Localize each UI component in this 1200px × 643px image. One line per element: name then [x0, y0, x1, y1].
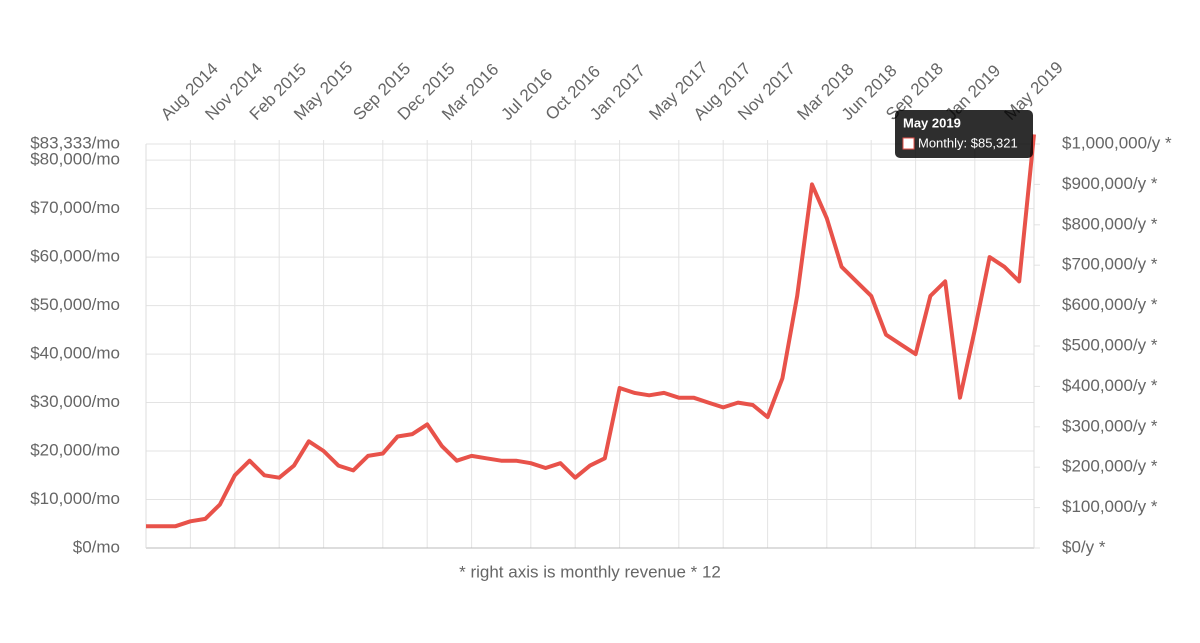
y2-tick-label: $0/y * [1062, 537, 1106, 556]
y-tick-label: $83,333/mo [30, 133, 120, 152]
y-tick-label: $40,000/mo [30, 344, 120, 363]
y2-tick-label: $900,000/y * [1062, 174, 1158, 193]
y2-tick-label: $700,000/y * [1062, 255, 1158, 274]
y-tick-label: $10,000/mo [30, 489, 120, 508]
y2-tick-label: $800,000/y * [1062, 214, 1158, 233]
y2-tick-label: $600,000/y * [1062, 295, 1158, 314]
tooltip-box [895, 110, 1033, 158]
line-series [146, 134, 1036, 529]
tooltip-title: May 2019 [903, 115, 961, 130]
footnote: * right axis is monthly revenue * 12 [459, 562, 721, 581]
y-tick-label: $60,000/mo [30, 247, 120, 266]
tooltip-label: Monthly: $85,321 [918, 135, 1018, 150]
y-tick-label: $0/mo [73, 537, 120, 556]
y-tick-label: $80,000/mo [30, 150, 120, 169]
y2-tick-label: $300,000/y * [1062, 416, 1158, 435]
y-tick-label: $30,000/mo [30, 392, 120, 411]
tooltip-swatch [902, 137, 915, 150]
y2-tick-label: $1,000,000/y * [1062, 133, 1172, 152]
y-tick-label: $70,000/mo [30, 198, 120, 217]
y2-tick-label: $200,000/y * [1062, 457, 1158, 476]
tooltip: May 2019 Monthly: $85,321 [895, 110, 1033, 158]
y2-tick-label: $500,000/y * [1062, 335, 1158, 354]
y2-tick-label: $100,000/y * [1062, 497, 1158, 516]
y2-tick-label: $400,000/y * [1062, 376, 1158, 395]
y-tick-label: $50,000/mo [30, 295, 120, 314]
y-tick-label: $20,000/mo [30, 441, 120, 460]
